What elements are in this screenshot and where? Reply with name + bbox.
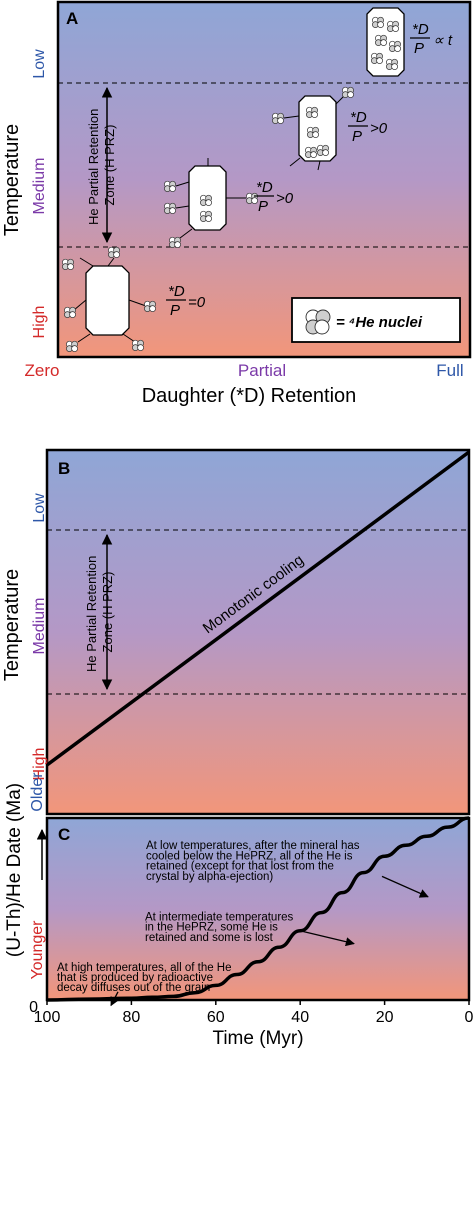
panel-a-y-high: High — [31, 306, 48, 339]
svg-text:>0: >0 — [276, 190, 294, 207]
equation-low: *D P ∝ t — [410, 21, 453, 57]
svg-text:=0: =0 — [188, 294, 206, 311]
grain-high-temperature — [62, 246, 156, 352]
prz-zone-label-b: He Partial Retention Zone (H PRZ) — [84, 552, 115, 672]
panel-a-x-partial: Partial — [238, 361, 286, 380]
helium-nucleus-legend-icon — [305, 309, 331, 335]
panel-a-y-medium: Medium — [31, 158, 48, 215]
svg-text:*D: *D — [350, 109, 367, 126]
cooling-path — [45, 450, 471, 767]
svg-text:P: P — [258, 198, 268, 215]
prz-zone-label: He Partial Retention Zone (H PRZ) — [86, 105, 117, 225]
grain-medium-upper — [272, 86, 354, 171]
panel-a-y-label: Temperature — [1, 124, 23, 236]
panel-b-y-high: High — [31, 748, 48, 781]
equation-mid-1: *D P >0 — [254, 179, 294, 215]
svg-text:>0: >0 — [370, 120, 388, 137]
svg-text:P: P — [352, 128, 362, 145]
prz-zone-line1-b: He Partial Retention — [84, 556, 99, 672]
panel-a-letter: A — [66, 9, 78, 28]
svg-text:*D: *D — [256, 179, 273, 196]
panel-a: A He Partial Retention Zone (H PRZ) — [1, 0, 472, 407]
panel-a-x-full: Full — [436, 361, 463, 380]
panel-b-plot — [45, 448, 471, 816]
equation-high: *D P =0 — [166, 283, 206, 319]
legend-label: = ⁴He nuclei — [336, 314, 423, 331]
prz-zone-line1: He Partial Retention — [86, 109, 101, 225]
panel-a-x-zero: Zero — [25, 361, 60, 380]
panel-b: B He Partial Retention Zone (H PRZ) Mono… — [1, 448, 471, 816]
panel-b-y-label: Temperature — [1, 569, 23, 681]
legend: = ⁴He nuclei — [291, 297, 461, 343]
svg-text:*D: *D — [168, 283, 185, 300]
panel-b-y-medium: Medium — [31, 598, 48, 655]
svg-text:∝ t: ∝ t — [433, 32, 453, 49]
svg-text:*D: *D — [412, 21, 429, 38]
svg-text:P: P — [170, 302, 180, 319]
prz-zone-line2-b: Zone (H PRZ) — [100, 572, 115, 653]
panel-a-x-label: Daughter (*D) Retention — [142, 385, 357, 407]
prz-zone-line2: Zone (H PRZ) — [102, 125, 117, 206]
svg-text:P: P — [414, 40, 424, 57]
grain-low-temperature — [366, 7, 405, 77]
equation-mid-2: *D P >0 — [348, 109, 388, 145]
panel-a-y-low: Low — [31, 49, 48, 79]
panel-b-letter: B — [58, 459, 70, 478]
grain-medium-lower — [164, 158, 258, 248]
panel-b-y-low: Low — [31, 493, 48, 523]
